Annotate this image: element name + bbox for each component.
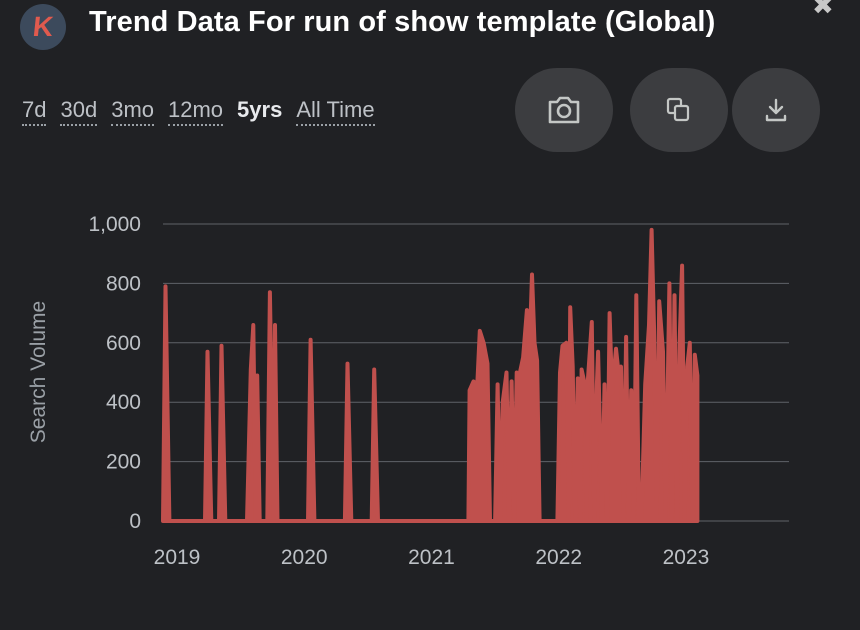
x-axis-ticks: 2019 2020 2021 2022 2023	[154, 546, 710, 569]
range-all-time[interactable]: All Time	[296, 97, 375, 126]
keywords-everywhere-logo: K	[20, 4, 66, 50]
download-button[interactable]	[732, 68, 820, 152]
chart-series	[161, 227, 700, 523]
y-tick-label: 400	[106, 391, 141, 414]
y-tick-label: 200	[106, 451, 141, 474]
screenshot-button[interactable]	[515, 68, 613, 152]
range-7d[interactable]: 7d	[22, 97, 47, 126]
x-tick-label: 2021	[408, 546, 455, 569]
search-volume-area	[161, 227, 700, 523]
close-icon[interactable]: ✖	[812, 0, 834, 20]
x-tick-label: 2020	[281, 546, 328, 569]
time-range-selector: 7d 30d 3mo 12mo 5yrs All Time	[22, 97, 375, 126]
range-30d[interactable]: 30d	[60, 97, 98, 126]
x-tick-label: 2022	[535, 546, 582, 569]
y-tick-label: 1,000	[88, 213, 141, 236]
y-axis-ticks: 0 200 400 600 800 1,000	[88, 213, 141, 533]
y-tick-label: 0	[129, 510, 141, 533]
y-tick-label: 600	[106, 332, 141, 355]
camera-icon	[548, 96, 580, 124]
range-3mo[interactable]: 3mo	[111, 97, 154, 126]
download-icon	[765, 98, 787, 122]
y-tick-label: 800	[106, 272, 141, 295]
y-axis-title: Search Volume	[27, 301, 50, 443]
x-tick-label: 2019	[154, 546, 201, 569]
copy-icon	[666, 97, 690, 122]
range-5yrs[interactable]: 5yrs	[237, 97, 283, 122]
panel-title: Trend Data For run of show template (Glo…	[89, 6, 716, 38]
x-tick-label: 2023	[663, 546, 710, 569]
copy-button[interactable]	[630, 68, 728, 152]
range-12mo[interactable]: 12mo	[168, 97, 224, 126]
